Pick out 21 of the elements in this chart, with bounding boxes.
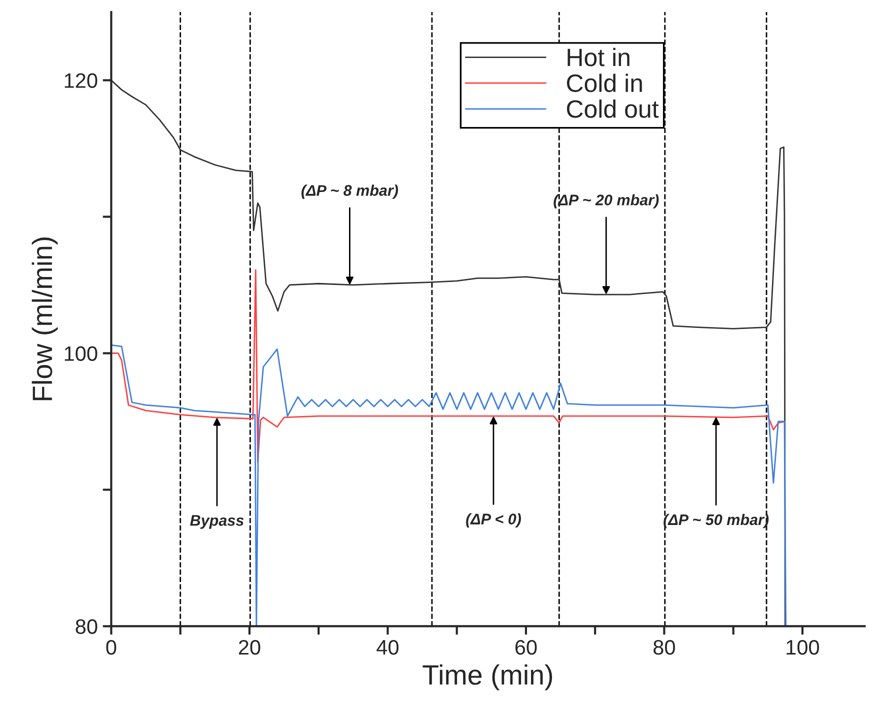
y-tick-label: 120 [64,73,98,88]
legend-label: Hot in [568,48,630,66]
annotation: (ΔP ~ 20 mbar) [554,194,659,208]
x-tick-label: 100 [786,640,820,655]
annotation: (ΔP ~ 8 mbar) [301,184,398,199]
x-tick-label: 20 [238,640,260,655]
legend-label: Cold out [566,100,659,118]
annotation: (ΔP ~ 50 mbar) [664,514,769,528]
line-series [111,269,786,464]
line-series [111,344,787,626]
x-tick-label: 80 [654,640,675,655]
y-axis-title: Flow (ml/min) [32,238,58,400]
y-tick-label: 100 [64,346,98,361]
legend-label: Cold in [566,74,642,92]
x-tick-label: 60 [515,640,537,655]
annotation: Bypass [190,515,244,529]
x-axis-title: Time (min) [422,664,552,690]
y-tick-label: 80 [76,619,98,634]
x-tick-label: 0 [106,640,116,655]
annotation: (ΔP < 0) [466,513,522,528]
x-tick-label: 40 [376,640,398,655]
